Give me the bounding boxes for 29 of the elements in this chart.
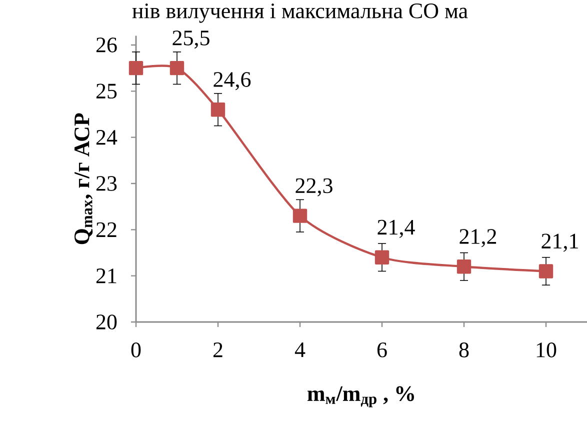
point — [292, 208, 308, 223]
point — [210, 102, 226, 117]
y-tick-label: 22 — [96, 222, 116, 237]
x-tick-label: 2 — [213, 342, 222, 358]
point — [538, 264, 554, 278]
chart-title: нів вилучення і максимальна СО ма — [132, 4, 468, 23]
point — [456, 260, 472, 274]
x-tick-label: 8 — [459, 342, 469, 358]
x-tick-label: 4 — [294, 342, 306, 357]
x-tick-label: 10 — [536, 342, 556, 358]
data-label: 21,4 — [378, 220, 415, 238]
x-tick-label: 0 — [131, 342, 141, 358]
y-tick-label: 23 — [96, 176, 117, 191]
y-tick-label: 21 — [96, 268, 116, 284]
text: Q$_{max}$, г/г АСР — [74, 113, 93, 244]
x-tick-label: 6 — [377, 342, 387, 358]
data-label: 21,2 — [460, 229, 496, 248]
data-label: 24,6 — [214, 72, 251, 90]
point — [128, 60, 144, 76]
y-tick-label: 26 — [96, 38, 117, 52]
y-tick-label: 25 — [96, 84, 117, 99]
point — [170, 60, 184, 76]
y-tick-label: 20 — [96, 314, 117, 330]
text: m$_{м}$/m$_{др}$ , % — [308, 386, 414, 408]
data-label: 21,1 — [542, 234, 578, 252]
data-label: 22,3 — [296, 178, 332, 196]
y-tick-label: 24 — [96, 130, 118, 145]
point — [374, 250, 390, 264]
data-label: 25,5 — [172, 30, 210, 49]
